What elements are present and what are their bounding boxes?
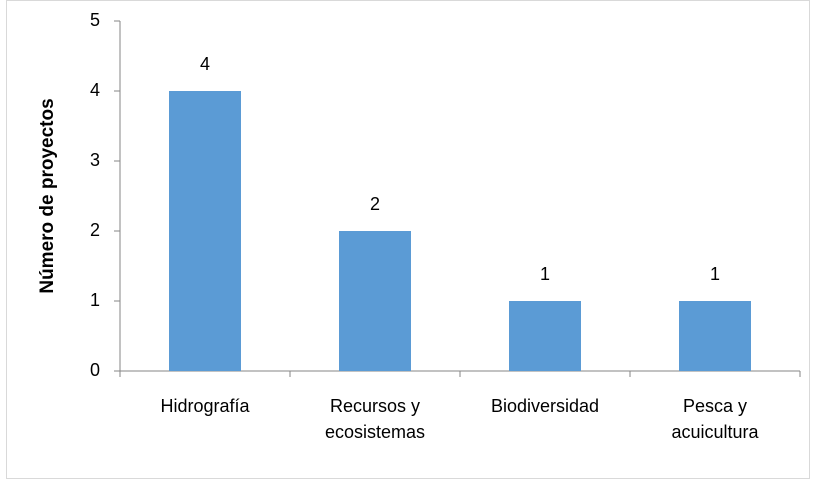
y-tick-label: 1 bbox=[90, 290, 100, 310]
y-tick-label: 5 bbox=[90, 10, 100, 30]
x-tick-label: Pesca y acuicultura bbox=[671, 396, 759, 442]
value-label: 4 bbox=[200, 54, 210, 74]
x-tick-label: Biodiversidad bbox=[490, 396, 600, 416]
bar bbox=[339, 231, 411, 371]
value-label: 2 bbox=[370, 194, 380, 214]
y-tick-label: 0 bbox=[90, 360, 100, 380]
y-tick-label: 2 bbox=[90, 220, 100, 240]
y-tick-label: 4 bbox=[90, 80, 100, 100]
x-tick-label: Hidrografía bbox=[160, 396, 250, 416]
value-label: 1 bbox=[540, 264, 550, 284]
bar bbox=[509, 301, 581, 371]
y-axis-title: Número de proyectos bbox=[37, 98, 58, 293]
value-label: 1 bbox=[710, 264, 720, 284]
bar bbox=[679, 301, 751, 371]
y-tick-label: 3 bbox=[90, 150, 100, 170]
chart-frame bbox=[6, 0, 810, 479]
bar bbox=[169, 91, 241, 371]
x-tick-label: Recursos y ecosistemas bbox=[324, 396, 426, 442]
